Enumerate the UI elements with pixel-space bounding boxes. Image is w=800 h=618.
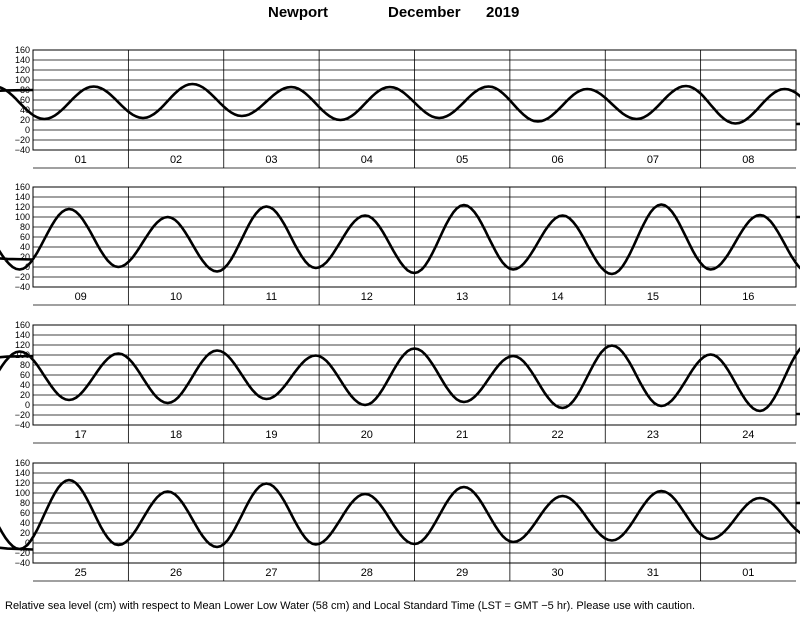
y-tick-label: 160 xyxy=(15,458,30,468)
y-tick-label: 120 xyxy=(15,202,30,212)
day-label: 01 xyxy=(742,567,754,579)
y-tick-label: 100 xyxy=(15,75,30,85)
day-label: 10 xyxy=(170,291,182,303)
y-tick-label: 0 xyxy=(25,400,30,410)
tide-curve xyxy=(0,82,800,126)
y-tick-label: 40 xyxy=(20,105,30,115)
day-label: 04 xyxy=(361,154,373,166)
plot-frame xyxy=(32,462,797,564)
y-tick-label: −20 xyxy=(15,272,30,282)
y-tick-label: 100 xyxy=(15,488,30,498)
day-label: 17 xyxy=(75,429,87,441)
day-label: 20 xyxy=(361,429,373,441)
day-label: 08 xyxy=(742,154,754,166)
y-tick-label: −40 xyxy=(15,558,30,568)
day-label: 12 xyxy=(361,291,373,303)
y-tick-label: 20 xyxy=(20,252,30,262)
day-label: 25 xyxy=(75,567,87,579)
tide-curve xyxy=(0,478,800,551)
y-tick-label: 40 xyxy=(20,380,30,390)
day-label: 26 xyxy=(170,567,182,579)
day-label: 28 xyxy=(361,567,373,579)
y-tick-label: 20 xyxy=(20,115,30,125)
y-tick-label: −20 xyxy=(15,548,30,558)
y-tick-label: −20 xyxy=(15,410,30,420)
day-label: 03 xyxy=(265,154,277,166)
day-label: 22 xyxy=(551,429,563,441)
day-label: 13 xyxy=(456,291,468,303)
y-tick-label: 140 xyxy=(15,468,30,478)
plot-frame xyxy=(32,324,797,426)
y-tick-label: −40 xyxy=(15,145,30,155)
day-label: 09 xyxy=(75,291,87,303)
y-tick-label: 60 xyxy=(20,370,30,380)
y-tick-label: 80 xyxy=(20,360,30,370)
day-label: 24 xyxy=(742,429,754,441)
y-tick-label: −20 xyxy=(15,135,30,145)
tide-curve xyxy=(0,344,800,416)
day-label: 16 xyxy=(742,291,754,303)
y-tick-label: 20 xyxy=(20,528,30,538)
chart-title: Newport December 2019 xyxy=(0,4,800,26)
day-label: 31 xyxy=(647,567,659,579)
y-tick-label: 60 xyxy=(20,95,30,105)
y-tick-label: 40 xyxy=(20,518,30,528)
y-tick-label: 160 xyxy=(15,320,30,330)
y-tick-label: 80 xyxy=(20,498,30,508)
y-tick-label: 40 xyxy=(20,242,30,252)
y-tick-label: 120 xyxy=(15,340,30,350)
title-station: Newport xyxy=(268,4,328,21)
y-tick-label: 0 xyxy=(25,125,30,135)
day-label: 23 xyxy=(647,429,659,441)
day-label: 30 xyxy=(551,567,563,579)
day-label: 29 xyxy=(456,567,468,579)
day-label: 06 xyxy=(551,154,563,166)
y-tick-label: 140 xyxy=(15,55,30,65)
day-label: 21 xyxy=(456,429,468,441)
day-label: 11 xyxy=(266,291,277,303)
day-label: 05 xyxy=(456,154,468,166)
y-tick-label: 120 xyxy=(15,65,30,75)
day-label: 19 xyxy=(265,429,277,441)
title-month: December xyxy=(388,4,461,21)
day-label: 27 xyxy=(265,567,277,579)
y-tick-label: 120 xyxy=(15,478,30,488)
title-year: 2019 xyxy=(486,4,520,21)
y-tick-label: 60 xyxy=(20,508,30,518)
footer-note: Relative sea level (cm) with respect to … xyxy=(5,600,696,612)
y-tick-label: 20 xyxy=(20,390,30,400)
y-tick-label: 160 xyxy=(15,182,30,192)
day-label: 15 xyxy=(647,291,659,303)
tide-curve xyxy=(0,203,800,276)
y-tick-label: 60 xyxy=(20,232,30,242)
y-tick-label: 140 xyxy=(15,330,30,340)
y-tick-label: 140 xyxy=(15,192,30,202)
day-label: 18 xyxy=(170,429,182,441)
y-tick-label: −40 xyxy=(15,282,30,292)
y-tick-label: 100 xyxy=(15,212,30,222)
plot-frame xyxy=(32,186,797,288)
plot-frame xyxy=(32,49,797,151)
day-label: 02 xyxy=(170,154,182,166)
y-tick-label: 80 xyxy=(20,222,30,232)
day-label: 14 xyxy=(551,291,563,303)
day-label: 01 xyxy=(75,154,87,166)
y-tick-label: −40 xyxy=(15,420,30,430)
y-tick-label: 160 xyxy=(15,45,30,55)
day-label: 07 xyxy=(647,154,659,166)
